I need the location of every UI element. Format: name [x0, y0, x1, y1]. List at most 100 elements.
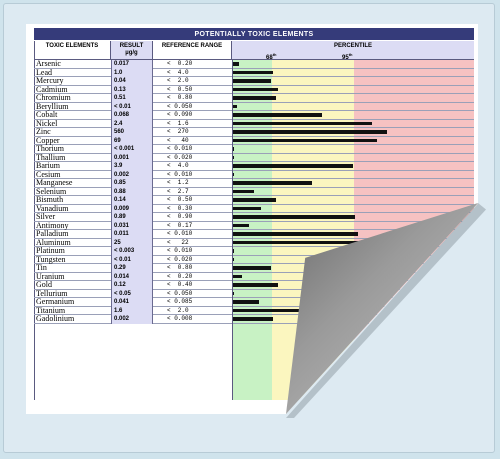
reference-range: < 0.30: [167, 204, 193, 212]
reference-range: < 0.20: [167, 272, 193, 280]
result-value: 69: [111, 136, 153, 145]
result-value: < 0.05: [111, 289, 153, 298]
reference-range: < 1.2: [167, 179, 189, 186]
table-title: POTENTIALLY TOXIC ELEMENTS: [34, 28, 474, 40]
table-body: Arsenic 0.017 < 0.20 Lead 1.0 < 4.0 Mercury 0.0…: [34, 60, 474, 324]
element-name: Vanadium: [36, 203, 69, 213]
header-percentile-label: PERCENTILE: [333, 43, 372, 49]
reference-range: < 0.50: [167, 196, 193, 203]
percentile-bar: [232, 240, 360, 244]
result-value: 0.04: [111, 77, 153, 86]
header-elements: TOXIC ELEMENTS: [34, 41, 111, 60]
element-name: Antimony: [36, 220, 69, 230]
screenshot-frame: POTENTIALLY TOXIC ELEMENTS TOXIC ELEMENT…: [3, 3, 495, 453]
percentile-68-mark: 68th: [266, 51, 276, 62]
element-name: Tellurium: [36, 288, 68, 298]
result-value: 2.4: [111, 119, 153, 128]
result-value: < 0.01: [111, 255, 153, 264]
percentile-axis: [232, 60, 233, 400]
result-value: 0.12: [111, 281, 153, 290]
percentile-bar: [232, 223, 249, 227]
element-name: Tin: [36, 263, 47, 272]
table-row: Tin 0.29 < 0.80: [34, 264, 474, 273]
table-row: Cadmium 0.13 < 0.50: [34, 85, 474, 94]
table-row: Gadolinium 0.002 < 0.008: [34, 315, 474, 324]
table-row: Platinum < 0.003 < 0.010: [34, 247, 474, 256]
element-name: Silver: [36, 212, 56, 221]
header-reference: REFERENCE RANGE: [153, 41, 232, 60]
percentile-bar: [232, 155, 234, 159]
result-value: 0.068: [111, 111, 153, 120]
reference-range: < 0.050: [167, 102, 193, 110]
element-name: Bismuth: [36, 195, 64, 204]
reference-range: < 4.0: [167, 162, 189, 169]
reference-range: < 22: [167, 238, 189, 246]
reference-range: < 0.010: [167, 170, 193, 178]
percentile-bar: [232, 300, 259, 304]
table-row: Tungsten < 0.01 < 0.020: [34, 255, 474, 264]
percentile-bar: [232, 181, 312, 185]
element-name: Manganese: [36, 178, 73, 187]
reference-range: < 0.008: [167, 315, 193, 322]
p68-suffix: th: [272, 52, 277, 57]
table-row: Germanium 0.041 < 0.085: [34, 298, 474, 307]
table-row: Chromium 0.51 < 0.80: [34, 94, 474, 103]
percentile-bar: [232, 308, 322, 312]
reference-range: < 0.50: [167, 85, 193, 93]
table-row: Zinc 560 < 270: [34, 128, 474, 137]
percentile-bar: [232, 70, 273, 74]
header-result-label: RESULT: [119, 43, 144, 49]
table-row: Bismuth 0.14 < 0.50: [34, 196, 474, 205]
percentile-95-mark: 95th: [342, 51, 352, 62]
result-value: 0.011: [111, 230, 153, 239]
report-page: POTENTIALLY TOXIC ELEMENTS TOXIC ELEMENT…: [26, 24, 478, 414]
percentile-bar: [232, 172, 234, 176]
percentile-bar: [232, 104, 237, 108]
reference-range: < 0.17: [167, 221, 193, 229]
element-name: Uranium: [36, 271, 65, 281]
element-name: Gold: [36, 280, 52, 289]
result-value: 0.29: [111, 264, 153, 273]
result-value: 0.009: [111, 204, 153, 213]
element-name: Nickel: [36, 118, 58, 128]
element-name: Beryllium: [36, 101, 69, 111]
table-row: Arsenic 0.017 < 0.20: [34, 60, 474, 69]
result-value: < 0.001: [111, 145, 153, 154]
result-value: 25: [111, 238, 153, 247]
element-name: Selenium: [36, 186, 67, 196]
result-value: 0.88: [111, 187, 153, 196]
element-name: Copper: [36, 135, 60, 145]
percentile-bar: [232, 206, 261, 210]
reference-range: < 0.20: [167, 60, 193, 67]
percentile-bar: [232, 79, 271, 83]
percentile-bar: [232, 317, 273, 321]
result-value: 0.002: [111, 170, 153, 179]
reference-range: < 2.7: [167, 187, 189, 195]
element-name: Aluminum: [36, 237, 71, 247]
result-value: 1.6: [111, 306, 153, 315]
element-name: Barium: [36, 161, 60, 170]
reference-range: < 40: [167, 136, 189, 144]
reference-range: < 270: [167, 128, 189, 135]
table-row: Titanium 1.6 < 2.0: [34, 306, 474, 315]
result-value: 0.041: [111, 298, 153, 307]
result-value: 0.89: [111, 213, 153, 222]
element-name: Cesium: [36, 169, 61, 179]
table-row: Aluminum 25 < 22: [34, 237, 474, 247]
zone-normal: [232, 60, 272, 400]
element-name: Germanium: [36, 297, 75, 306]
element-name: Thallium: [36, 152, 66, 162]
table-row: Vanadium 0.009 < 0.30: [34, 203, 474, 213]
reference-range: < 0.085: [167, 298, 193, 305]
percentile-bar: [232, 96, 276, 100]
percentile-bar: [232, 198, 276, 202]
reference-range: < 0.010: [167, 145, 193, 152]
element-name: Platinum: [36, 246, 65, 255]
table-row: Cobalt 0.068 < 0.090: [34, 111, 474, 120]
percentile-bar: [232, 274, 242, 278]
result-value: 0.13: [111, 85, 153, 94]
percentile-bar: [232, 266, 271, 270]
element-name: Arsenic: [36, 59, 61, 68]
percentile-bar: [232, 138, 377, 142]
p95-suffix: th: [348, 52, 353, 57]
